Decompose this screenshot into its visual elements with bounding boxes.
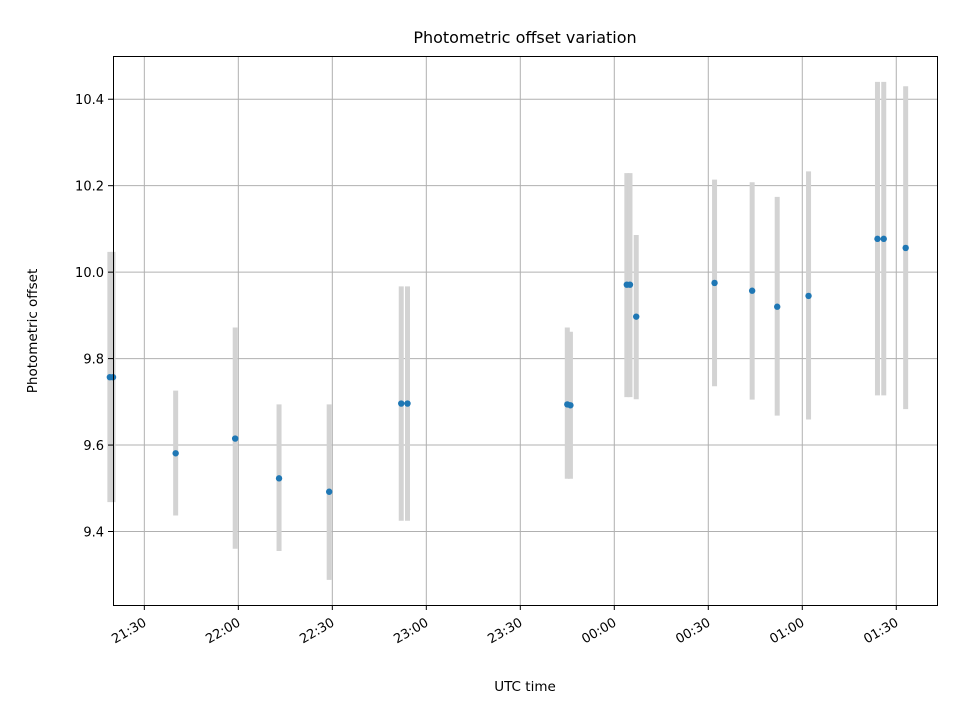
grid-lines bbox=[113, 56, 937, 605]
data-point bbox=[748, 287, 756, 294]
chart-title: Photometric offset variation bbox=[413, 28, 636, 47]
data-point bbox=[275, 475, 283, 482]
data-point bbox=[874, 235, 881, 243]
plot-frame bbox=[113, 56, 938, 606]
y-tick-label: 10.0 bbox=[75, 266, 104, 281]
data-point bbox=[880, 235, 887, 243]
data-points bbox=[106, 235, 909, 495]
y-tick-label: 9.4 bbox=[83, 526, 104, 541]
y-axis-label: Photometric offset bbox=[25, 269, 41, 393]
data-point bbox=[567, 402, 574, 409]
data-point bbox=[626, 281, 634, 288]
data-point bbox=[774, 303, 781, 310]
y-tick-label: 9.8 bbox=[83, 353, 104, 368]
y-tick-label: 10.2 bbox=[75, 180, 104, 195]
data-point bbox=[172, 450, 179, 457]
data-point bbox=[325, 488, 333, 495]
data-point bbox=[805, 292, 812, 300]
data-point bbox=[398, 400, 405, 407]
data-point bbox=[902, 244, 909, 252]
data-point bbox=[711, 279, 718, 287]
data-point bbox=[633, 313, 640, 320]
y-tick-label: 10.4 bbox=[75, 93, 104, 108]
data-point bbox=[231, 435, 239, 442]
data-point bbox=[404, 400, 411, 407]
y-tick-label: 9.6 bbox=[83, 439, 104, 454]
x-axis-label: UTC time bbox=[494, 679, 556, 695]
